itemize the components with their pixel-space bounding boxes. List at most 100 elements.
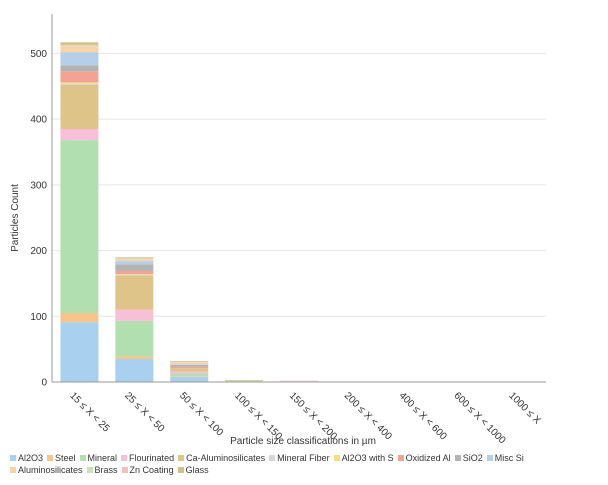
bar-segment [115,261,154,265]
bar-segment [115,258,154,260]
bar-segment [225,380,264,382]
legend-item: SiO2 [454,452,483,464]
legend-label: Zn Coating [129,465,174,475]
bar-segment [170,376,209,377]
bar-segment [115,270,154,275]
legend-label: Oxidized Al [405,453,451,463]
legend-item: Mineral [79,452,118,464]
y-tick-label: 0 [41,378,47,389]
bar-segment [60,82,99,84]
bar-segment [280,380,318,382]
bar-segment [60,84,99,129]
legend-label: Al2O3 with S [341,453,394,463]
legend-swatch [121,455,128,461]
x-tick-label: 15 ≤ X < 25 [67,390,111,434]
legend-label: Misc Si [494,453,524,463]
legend-swatch [47,455,54,461]
bar-segment [170,362,209,365]
x-tick-label: 150 ≤ X < 200 [287,390,339,442]
y-tick-label: 300 [30,180,47,191]
bar-segment [60,140,99,313]
bar-segment [170,373,209,377]
bar-segment [60,313,99,323]
legend-swatch [454,455,461,461]
legend-swatch [10,467,16,473]
y-axis-label: Particles Count [10,184,21,252]
bar-segment [115,309,154,321]
bar-segment [170,366,209,369]
axes [51,14,546,383]
legend-swatch [86,467,93,473]
legend-swatch [121,467,128,473]
legend-swatch [333,455,340,461]
legend-item: Brass [86,464,118,476]
legend-label: Al2O3 [18,453,44,463]
y-tick-label: 400 [30,115,47,126]
bar-segment [225,380,264,381]
bar-segment [115,264,154,271]
bar-segment [60,71,99,83]
legend-swatch [178,455,185,461]
legend-label: Ca-Aluminosilicates [186,453,266,463]
bar-segment [115,356,154,359]
bar-segment [170,362,209,363]
legend-swatch [79,455,86,461]
legend-label: Glass [185,465,209,475]
legend-label: Flourinated [129,453,175,463]
legend-swatch [397,455,404,461]
legend-item: Al2O3 [10,452,43,464]
bars [60,42,318,382]
x-axis-label: Particle size classifications in µm [230,436,376,447]
bar-segment [170,360,209,362]
legend-label: SiO2 [462,453,483,463]
legend-item: Steel [47,452,76,464]
legend-swatch [10,455,16,461]
y-tick-label: 100 [30,312,47,323]
legend-label: Aluminosilicates [18,465,83,475]
x-tick-label: 200 ≤ X < 400 [342,390,394,442]
bar-segment [115,257,154,258]
legend-label: Steel [55,453,76,463]
bar-segment [115,275,154,310]
legend-item: Flourinated [121,452,174,464]
x-tick-label: 600 ≤ X < 1000 [452,390,508,446]
legend-item: Aluminosilicates [10,464,83,476]
x-tick-label: 1000 ≤ X [506,390,542,426]
bar-segment [60,322,99,382]
legend-label: Mineral Fiber [277,453,330,463]
legend-swatch [486,455,493,461]
bar-segment [60,44,99,46]
bar-segment [170,376,209,382]
legend: Al2O3 Steel Mineral Flourinated Ca-Aluminosi… [10,452,600,476]
y-tick-labels: 0 100 200 300 400 500 [30,49,47,389]
y-tick-label: 500 [30,49,47,60]
bar-segment [115,259,154,262]
legend-item: Zn Coating [121,464,174,476]
bar-segment [60,52,99,66]
legend-swatch [177,467,184,473]
bar-segment [115,320,154,357]
legend-swatch [269,455,276,461]
bar-segment [170,364,209,365]
y-tick-label: 200 [30,246,47,257]
bar-segment [170,364,209,367]
legend-item: Glass [177,464,209,476]
bar-segment [60,46,99,53]
legend-item: Ca-Aluminosilicates [178,452,265,464]
bar-segment [115,359,154,382]
bar-segment [115,274,154,276]
bar-segment [170,371,209,374]
x-tick-label: 100 ≤ X < 150 [232,390,284,442]
x-tick-label: 50 ≤ X < 100 [177,390,225,438]
bar-segment [115,257,154,259]
x-tick-label: 25 ≤ X < 50 [122,390,166,434]
legend-item: Mineral Fiber [269,452,330,464]
legend-item: Misc Si [486,452,524,464]
bar-segment [170,361,209,363]
bar-segment [60,83,99,85]
bar-segment [115,274,154,275]
legend-label: Brass [94,465,118,475]
legend-item: Al2O3 with S [333,452,394,464]
bar-segment [60,45,99,47]
legend-label: Mineral [87,453,118,463]
